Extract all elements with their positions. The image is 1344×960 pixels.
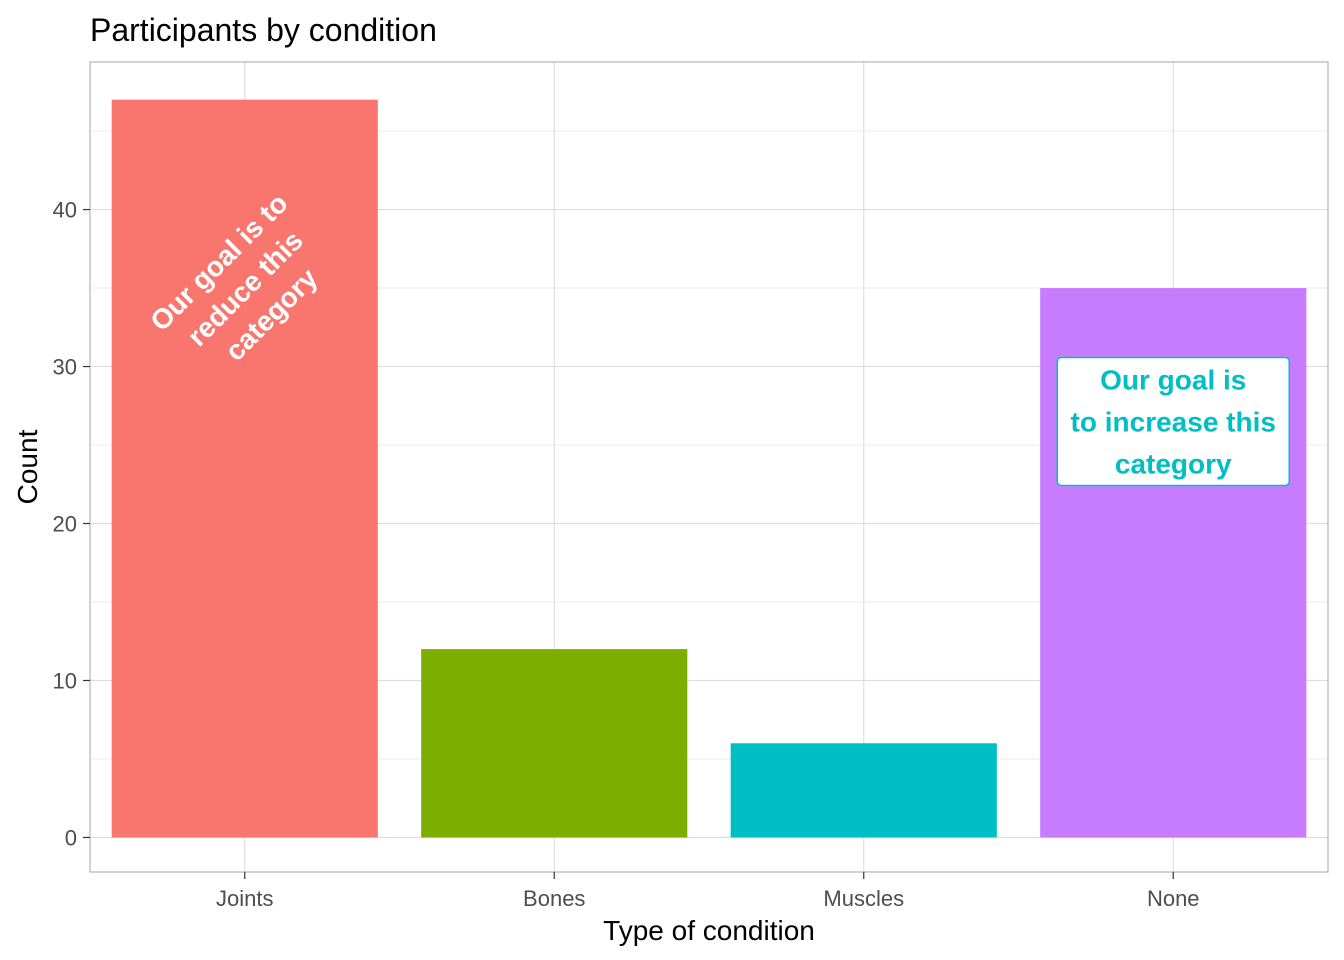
x-tick-label: Bones <box>523 886 585 911</box>
annotation-line: Our goal is <box>1100 364 1246 395</box>
y-axis-title: Count <box>12 429 43 504</box>
bar-joints <box>111 99 378 838</box>
y-tick-label: 30 <box>53 355 77 380</box>
x-axis-ticks: Joints Bones Muscles None <box>216 872 1200 911</box>
x-tick-label: None <box>1147 886 1200 911</box>
bar-muscles <box>730 743 997 838</box>
x-tick-label: Joints <box>216 886 273 911</box>
y-tick-label: 40 <box>53 198 77 223</box>
annotation-line: to increase this <box>1071 406 1276 437</box>
y-tick-label: 10 <box>53 668 77 693</box>
x-tick-label: Muscles <box>823 886 904 911</box>
y-axis-ticks: 0 10 20 30 40 <box>53 198 90 850</box>
y-tick-label: 0 <box>65 825 77 850</box>
x-axis-title: Type of condition <box>603 915 815 946</box>
bar-bones <box>421 649 688 838</box>
annotation-line: category <box>1115 448 1232 479</box>
annotation-box <box>1056 356 1290 487</box>
y-tick-label: 20 <box>53 512 77 537</box>
chart-title: Participants by condition <box>90 12 437 48</box>
panel-border <box>89 61 1329 873</box>
